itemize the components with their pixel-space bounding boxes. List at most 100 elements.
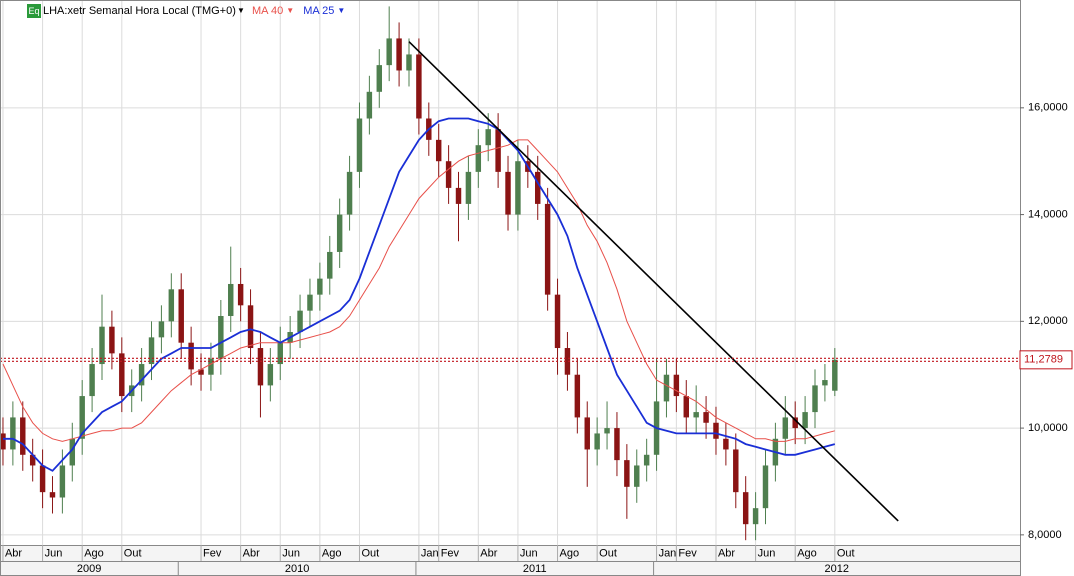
candle-body	[138, 364, 145, 386]
candle-body	[693, 412, 699, 418]
candle-body	[634, 465, 640, 487]
candle-body	[723, 438, 729, 450]
x-tick-label: Abr	[243, 547, 260, 559]
candle-body	[822, 380, 828, 386]
candle-body	[218, 316, 224, 359]
candle-body	[663, 374, 670, 402]
candle-body	[277, 342, 283, 365]
candle-body	[59, 465, 66, 498]
price-label: 11,2789	[1024, 354, 1063, 366]
candle-body	[544, 203, 551, 295]
candle-body	[267, 364, 274, 386]
candle-body	[168, 289, 175, 322]
legend-dropdown[interactable]: ▼	[337, 6, 345, 15]
candle-body	[327, 251, 333, 279]
candle-body	[99, 326, 105, 365]
x-tick-label: Jan	[421, 547, 439, 559]
candle-body	[435, 139, 442, 162]
x-tick-label: Jun	[520, 547, 538, 559]
candle-body	[366, 91, 373, 119]
candle-body	[49, 492, 56, 498]
candle-body	[624, 460, 630, 487]
x-tick-label: Ago	[560, 547, 580, 559]
x-tick-label: Abr	[718, 547, 735, 559]
candle-body	[554, 294, 561, 349]
candle-body	[604, 428, 610, 434]
trendline	[408, 41, 899, 522]
candle-body	[832, 359, 838, 391]
candle-body	[237, 283, 244, 306]
x-tick-label: Out	[599, 547, 617, 559]
x-tick-label: Fev	[441, 547, 460, 559]
candle-body	[20, 417, 26, 455]
candle-body	[535, 171, 541, 204]
candle-body	[346, 171, 353, 215]
marks	[0, 6, 1020, 541]
y-tick-label: 10,0000	[1028, 422, 1068, 434]
candle-body	[0, 433, 6, 450]
dropdown-arrow[interactable]: ▼	[237, 6, 245, 15]
x-tick-label: Out	[124, 547, 142, 559]
candle-body	[148, 337, 155, 365]
x-axis-band	[0, 545, 1021, 576]
candle-body	[406, 54, 412, 71]
candle-body	[79, 396, 85, 439]
candle-body	[336, 214, 343, 252]
candle-body	[574, 374, 581, 418]
candle-body	[515, 161, 521, 215]
candle-body	[465, 171, 472, 204]
badge: Eq	[28, 6, 39, 16]
candle-body	[495, 129, 501, 172]
candle-body	[297, 310, 303, 333]
year-label: 2012	[825, 563, 849, 575]
candle-body	[188, 342, 194, 370]
candle-body	[742, 492, 749, 525]
x-tick-label: Jun	[45, 547, 63, 559]
x-tick-label: Jan	[659, 547, 677, 559]
x-tick-label: Fev	[203, 547, 222, 559]
x-tick-label: Out	[361, 547, 379, 559]
y-tick-label: 8,0000	[1028, 529, 1062, 541]
candle-body	[89, 364, 95, 397]
candle-body	[475, 145, 482, 172]
candle-body	[683, 396, 689, 418]
candle-body	[29, 454, 36, 466]
candle-body	[505, 171, 511, 215]
candle-body	[485, 129, 491, 146]
candle-body	[802, 412, 808, 429]
candle-body	[752, 508, 759, 525]
moving-average	[2, 139, 835, 442]
candle-body	[247, 305, 254, 349]
badge-box	[27, 4, 41, 18]
x-tick-label: Abr	[5, 547, 22, 559]
year-label: 2010	[285, 563, 309, 575]
y-tick-label: 14,0000	[1028, 208, 1068, 220]
candle-body	[792, 417, 798, 429]
candle-body	[614, 428, 620, 461]
candle-body	[762, 465, 769, 509]
candle-body	[703, 412, 709, 423]
candle-body	[307, 294, 313, 311]
candle-body	[386, 38, 392, 66]
x-tick-label: Jun	[758, 547, 776, 559]
moving-average	[3, 117, 836, 472]
candle-body	[643, 454, 650, 466]
price-label-box	[1019, 350, 1073, 370]
chart-title: LHA:xetr Semanal Hora Local (TMG+0)	[43, 5, 236, 17]
year-label: 2011	[523, 563, 547, 575]
candle-body	[228, 283, 234, 317]
year-label: 2009	[77, 563, 101, 575]
candle-body	[10, 417, 16, 450]
candle-body	[198, 369, 204, 375]
candle-body	[673, 374, 680, 397]
candle-body	[584, 417, 590, 450]
candle-body	[396, 38, 402, 71]
candle-body	[119, 353, 125, 397]
candle-body	[317, 278, 323, 295]
candle-body	[376, 65, 383, 92]
legend-dropdown[interactable]: ▼	[286, 6, 294, 15]
candle-body	[416, 54, 422, 119]
